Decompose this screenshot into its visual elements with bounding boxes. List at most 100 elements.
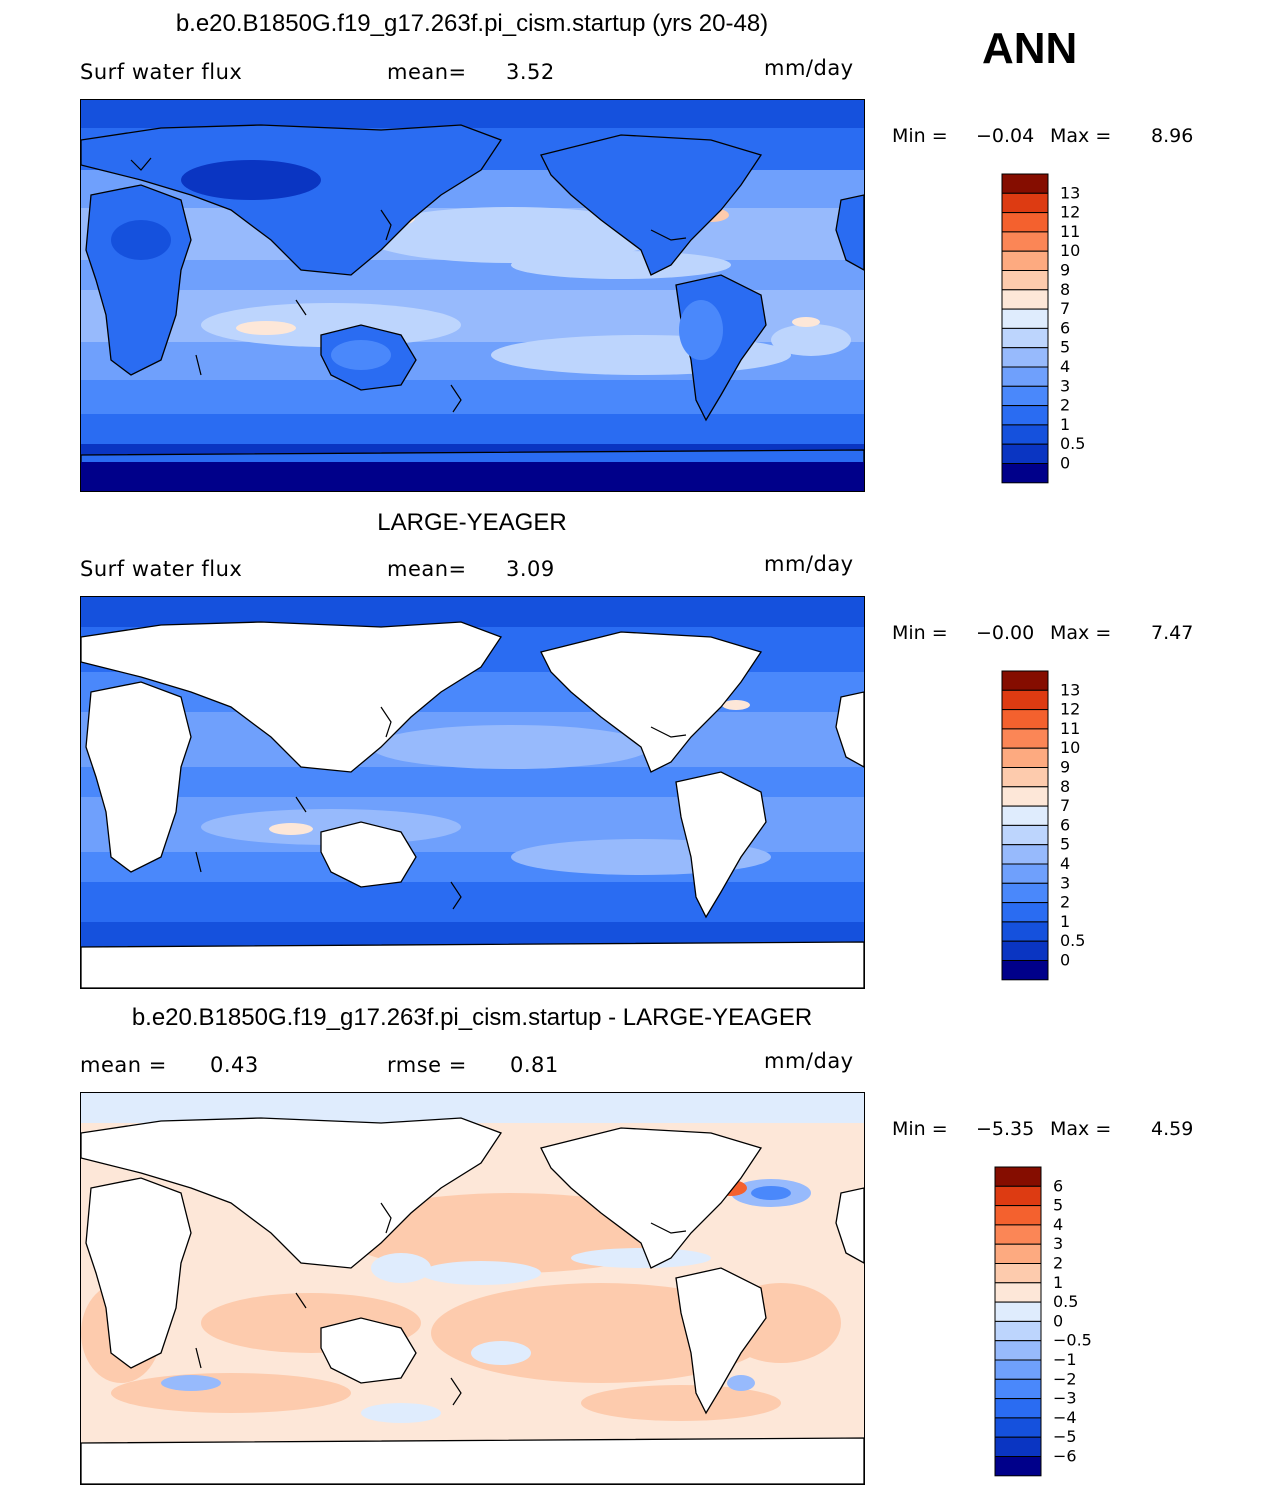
colorbar-tick-label: 0 (1060, 454, 1070, 473)
colorbar-swatch (1001, 689, 1049, 711)
panel1-map-canvas (81, 100, 864, 491)
colorbar-tick-label: 4 (1060, 357, 1070, 376)
colorbar-tick-label: 3 (1053, 1234, 1063, 1253)
panel3-colorbar: 6 5 4 3 2 1 0.5 0 −0.5 −1 −2 −3 −4 −5 −6 (994, 1166, 1115, 1477)
colorbar-swatch (994, 1378, 1042, 1400)
colorbar-tick-label: 7 (1060, 299, 1070, 318)
panel2-units: mm/day (764, 552, 854, 576)
colorbar-swatch (994, 1417, 1042, 1438)
panel1-max-value: 8.96 (1151, 125, 1194, 147)
panel3-min-value: −5.35 (976, 1118, 1035, 1140)
colorbar-tick-label: −4 (1053, 1408, 1077, 1427)
colorbar-swatch (994, 1301, 1042, 1322)
panel3-title: b.e20.B1850G.f19_g17.263f.pi_cism.startu… (131, 1004, 813, 1031)
colorbar-swatch (1001, 728, 1049, 749)
colorbar-tick-label: 9 (1060, 758, 1070, 777)
colorbar-tick-label: −6 (1053, 1447, 1077, 1466)
colorbar-swatch (1001, 289, 1049, 310)
panel3-mean-label: mean = (80, 1053, 167, 1077)
colorbar-tick-label: 6 (1053, 1176, 1063, 1195)
panel1-max-label: Max = (1050, 125, 1112, 147)
panel1-colorbar: 13 12 11 10 9 8 7 6 5 4 3 2 1 0.5 0 (1001, 173, 1122, 484)
colorbar-tick-label: 1 (1060, 415, 1070, 434)
colorbar-swatch (1001, 405, 1049, 426)
colorbar-swatch (994, 1456, 1042, 1477)
panel2-title: LARGE-YEAGER (377, 509, 567, 536)
colorbar-tick-label: 11 (1060, 719, 1080, 738)
panel2-min-label: Min = (892, 622, 948, 644)
panel3-max-value: 4.59 (1151, 1118, 1194, 1140)
panel1-mean-value: 3.52 (506, 60, 555, 84)
colorbar-tick-label: 5 (1053, 1196, 1063, 1215)
colorbar-tick-label: −1 (1053, 1350, 1077, 1369)
colorbar-swatch (1001, 366, 1049, 387)
panel2-max-label: Max = (1050, 622, 1112, 644)
colorbar-tick-label: 0 (1053, 1311, 1063, 1330)
panel1-title: b.e20.B1850G.f19_g17.263f.pi_cism.startu… (175, 10, 769, 37)
panel3-map (80, 1092, 865, 1485)
colorbar-swatch (1001, 747, 1049, 768)
panel1-min-value: −0.04 (976, 125, 1035, 147)
colorbar-tick-label: 13 (1060, 183, 1080, 202)
colorbar-swatch (1001, 921, 1049, 942)
colorbar-tick-label: −5 (1053, 1427, 1077, 1446)
panel3-map-canvas (81, 1093, 864, 1484)
colorbar-swatch (994, 1224, 1042, 1245)
colorbar-tick-label: −2 (1053, 1369, 1077, 1388)
colorbar-tick-label: 2 (1053, 1254, 1063, 1273)
colorbar-swatch (1001, 424, 1049, 445)
colorbar-swatch (1001, 192, 1049, 214)
colorbar-tick-label: 4 (1060, 854, 1070, 873)
colorbar-tick-label: 8 (1060, 280, 1070, 299)
colorbar-swatch (1001, 173, 1049, 194)
colorbar-swatch (994, 1282, 1042, 1303)
colorbar-swatch (1001, 824, 1049, 846)
colorbar-tick-label: 7 (1060, 796, 1070, 815)
colorbar-swatch (1001, 250, 1049, 271)
panel1-variable-label: Surf water flux (80, 60, 243, 84)
colorbar-tick-label: 3 (1060, 873, 1070, 892)
colorbar-swatch (994, 1243, 1042, 1264)
panel2-variable-label: Surf water flux (80, 557, 243, 581)
panel1-min-label: Min = (892, 125, 948, 147)
colorbar-swatch (1001, 786, 1049, 807)
colorbar-swatch (1001, 863, 1049, 884)
colorbar-tick-label: 0.5 (1053, 1292, 1078, 1311)
panel3-rmse-label: rmse = (387, 1053, 467, 1077)
season-label: ANN (982, 24, 1078, 73)
colorbar-swatch (1001, 670, 1049, 691)
panel1-map (80, 99, 865, 492)
panel3-mean-value: 0.43 (210, 1053, 259, 1077)
colorbar-tick-label: 0.5 (1060, 434, 1085, 453)
colorbar-tick-label: 0.5 (1060, 931, 1085, 950)
colorbar-tick-label: −0.5 (1053, 1331, 1092, 1350)
colorbar-tick-label: 1 (1053, 1273, 1063, 1292)
colorbar-swatch (1001, 231, 1049, 252)
colorbar-tick-label: 10 (1060, 738, 1080, 757)
colorbar-swatch (1001, 385, 1049, 407)
colorbar-tick-label: 3 (1060, 376, 1070, 395)
colorbar-tick-label: 5 (1060, 338, 1070, 357)
colorbar-swatch (1001, 844, 1049, 865)
colorbar-swatch (994, 1185, 1042, 1207)
colorbar-swatch (1001, 347, 1049, 368)
panel2-max-value: 7.47 (1151, 622, 1194, 644)
colorbar-tick-label: 6 (1060, 815, 1070, 834)
colorbar-swatch (1001, 940, 1049, 962)
colorbar-tick-label: 5 (1060, 835, 1070, 854)
colorbar-tick-label: −3 (1053, 1389, 1077, 1408)
colorbar-tick-label: 11 (1060, 222, 1080, 241)
colorbar-swatch (1001, 709, 1049, 730)
colorbar-tick-label: 2 (1060, 396, 1070, 415)
panel2-colorbar: 13 12 11 10 9 8 7 6 5 4 3 2 1 0.5 0 (1001, 670, 1122, 981)
panel2-min-value: −0.00 (976, 622, 1035, 644)
colorbar-swatch (1001, 902, 1049, 923)
colorbar-swatch (1001, 805, 1049, 826)
panel2-map-canvas (81, 597, 864, 988)
colorbar-swatch (1001, 960, 1049, 981)
colorbar-swatch (1001, 270, 1049, 291)
colorbar-tick-label: 9 (1060, 261, 1070, 280)
colorbar-tick-label: 13 (1060, 680, 1080, 699)
panel3-max-label: Max = (1050, 1118, 1112, 1140)
colorbar-tick-label: 4 (1053, 1215, 1063, 1234)
